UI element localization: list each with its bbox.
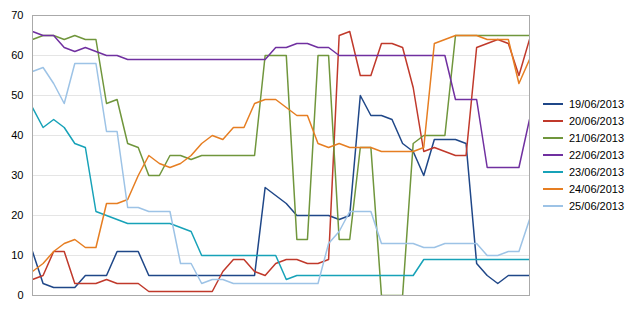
svg-text:70: 70 (11, 9, 23, 21)
html-text:24/06/2013: 24/06/2013 (569, 183, 625, 195)
html-text:21/06/2013: 21/06/2013 (569, 132, 625, 144)
svg-text:50: 50 (11, 89, 23, 101)
html-text:22/06/2013: 22/06/2013 (569, 149, 625, 161)
html-text:19/06/2013: 19/06/2013 (569, 98, 625, 110)
svg-text:20: 20 (11, 209, 23, 221)
svg-text:40: 40 (11, 129, 23, 141)
html-text:20/06/2013: 20/06/2013 (569, 115, 625, 127)
svg-text:30: 30 (11, 169, 23, 181)
svg-text:60: 60 (11, 49, 23, 61)
svg-text:10: 10 (11, 249, 23, 261)
html-text:23/06/2013: 23/06/2013 (569, 166, 625, 178)
svg-text:0: 0 (17, 289, 23, 301)
html-text:25/06/2013: 25/06/2013 (569, 200, 625, 212)
